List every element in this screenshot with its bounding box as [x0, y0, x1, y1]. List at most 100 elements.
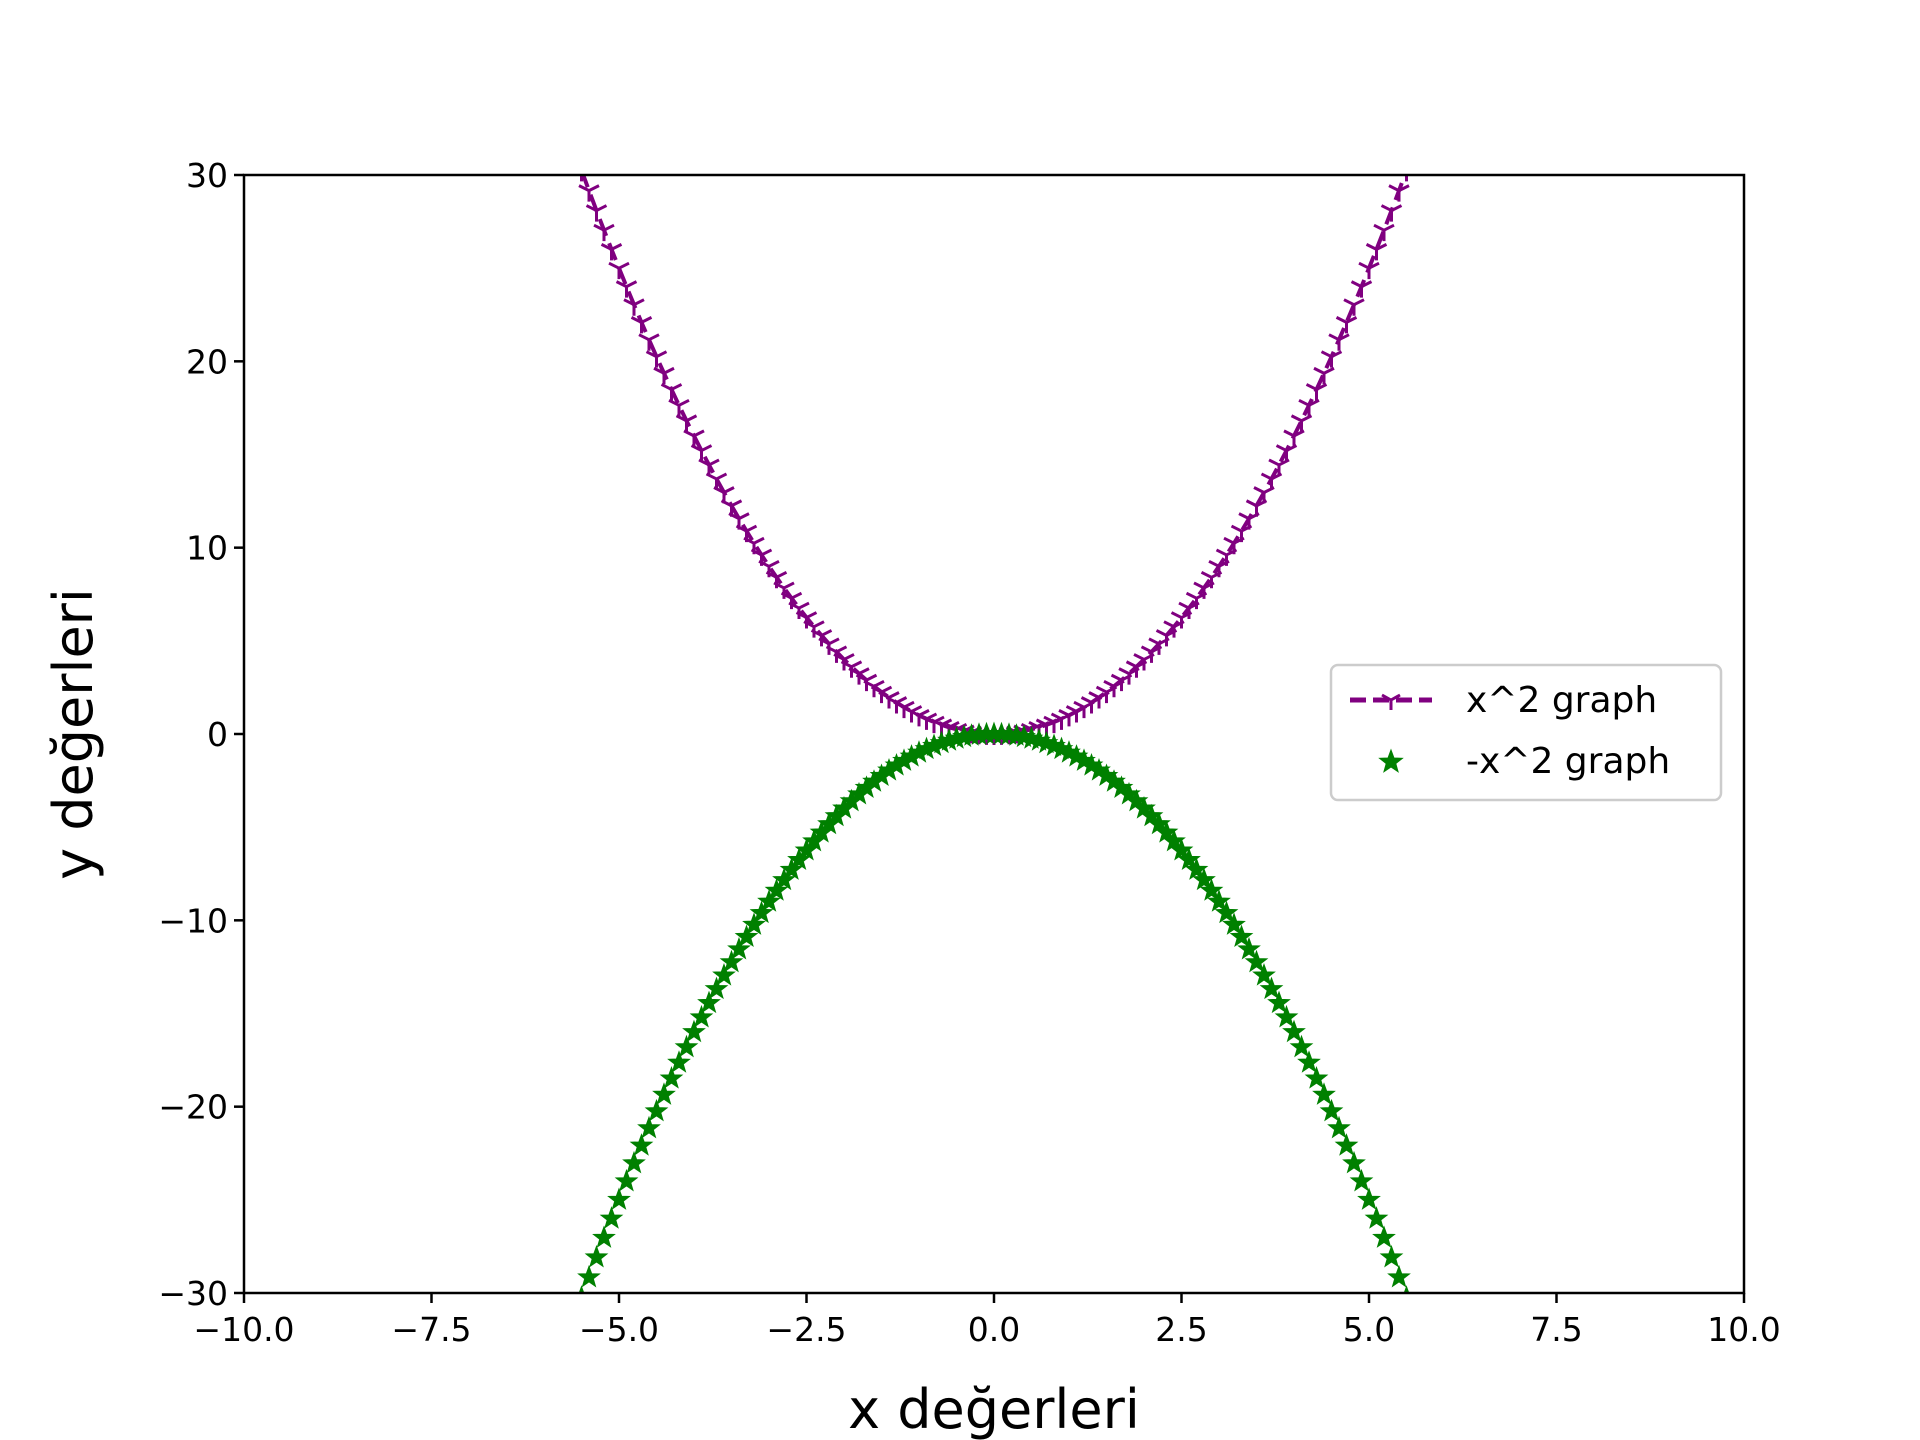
y-tick-label: 10 — [186, 529, 228, 568]
series-x2-point — [1335, 316, 1358, 334]
series-x2-point — [1305, 383, 1328, 401]
series-neg-x2-point — [607, 1187, 631, 1210]
star-marker-icon — [1378, 748, 1404, 773]
series-x2-point — [1328, 333, 1350, 351]
series-x2-point — [1290, 414, 1313, 432]
series-neg-x2-point — [584, 1244, 609, 1268]
x-tick-label: 0.0 — [968, 1310, 1020, 1349]
series-x2-point — [833, 653, 855, 671]
series-neg-x2-point — [1364, 1206, 1389, 1229]
y-tick-label: −30 — [158, 1274, 228, 1313]
series-layer — [577, 175, 1411, 1293]
series-neg-x2-point — [1259, 976, 1284, 1000]
series-x2-point — [593, 223, 615, 242]
x-tick-label: 7.5 — [1530, 1310, 1582, 1349]
y-tick-label: 30 — [186, 156, 228, 195]
series-neg-x2-point — [1267, 990, 1291, 1014]
series-x2-point — [675, 414, 698, 432]
series-neg-x2-point — [637, 1115, 661, 1139]
series-x2-point — [1343, 298, 1365, 316]
series-neg-x2-point — [1297, 1050, 1321, 1073]
series-neg-x2-point — [1214, 900, 1239, 924]
series-neg-x2-point — [1403, 1285, 1410, 1293]
series-neg-x2-point — [622, 1150, 646, 1174]
series-neg-x2-point — [1334, 1133, 1359, 1156]
series-neg-x2-point — [689, 1004, 714, 1028]
series-neg-x2-point — [1237, 936, 1261, 960]
x-tick-label: −10.0 — [193, 1310, 294, 1349]
series-neg-x2-point — [659, 1066, 684, 1089]
x-tick-label: 10.0 — [1707, 1310, 1780, 1349]
series-x2-point — [1380, 204, 1403, 222]
x-tick-label: 5.0 — [1343, 1310, 1395, 1349]
series-neg-x2-point — [652, 1082, 676, 1105]
series-neg-x2-point — [779, 857, 804, 880]
legend-entry-neg-x2: -x^2 graph — [1378, 741, 1670, 782]
legend-tri-marker-icon — [1381, 693, 1401, 710]
series-neg-x2-point — [1274, 1004, 1299, 1028]
series-x2-point — [578, 184, 600, 202]
series-x2-point — [1320, 350, 1343, 368]
series-x2-point — [630, 316, 653, 334]
series-neg-x2-point — [727, 936, 751, 960]
series-x2-point — [600, 243, 623, 261]
series-neg-x2-point — [1312, 1082, 1336, 1105]
series-neg-x2-point — [772, 867, 796, 891]
series-neg-x2-point — [697, 990, 721, 1014]
y-tick-label: 0 — [207, 715, 228, 754]
series-neg-x2-point — [577, 1264, 601, 1288]
series-neg-x2-point — [1252, 963, 1276, 986]
series-neg-x2-point — [1327, 1115, 1351, 1139]
x-axis-label: x değerleri — [848, 1378, 1140, 1440]
series-x2-point — [653, 366, 675, 385]
series-neg-x2-point — [1387, 1264, 1411, 1288]
series-x2-point — [683, 429, 705, 447]
series-x2-point — [1313, 366, 1335, 385]
series-neg-x2-point — [1222, 912, 1246, 935]
y-axis-ticks: −30 −20 −10 0 10 20 30 — [158, 156, 244, 1313]
legend-label-x2: x^2 graph — [1466, 680, 1657, 721]
series-neg-x2-point — [719, 949, 744, 973]
series-neg-x2-point — [578, 1285, 585, 1293]
series-x2-point — [623, 298, 645, 316]
series-neg-x2-point — [749, 900, 774, 924]
x-tick-label: 2.5 — [1155, 1310, 1207, 1349]
y-tick-label: −20 — [158, 1088, 228, 1127]
series-neg-x2-point — [1282, 1019, 1306, 1043]
series-neg-x2-point — [1199, 878, 1224, 901]
series-neg-x2-point — [599, 1206, 624, 1229]
series-x2-point — [638, 333, 660, 351]
series-x2-point — [615, 280, 638, 298]
series-neg-x2-point — [644, 1098, 669, 1122]
series-x2-point — [645, 350, 668, 368]
series-neg-x2-point — [1357, 1187, 1381, 1210]
series-neg-x2-point — [592, 1225, 616, 1248]
series-x2-point — [1365, 243, 1388, 261]
x-tick-label: −2.5 — [766, 1310, 846, 1349]
series-neg-x2-point — [1289, 1034, 1314, 1058]
series-neg-x2-point — [787, 847, 811, 871]
series-neg-x2-point — [1349, 1168, 1374, 1192]
series-x2-point — [608, 261, 630, 280]
series-neg-x2-point — [1192, 867, 1216, 891]
legend-entry-x2: x^2 graph — [1350, 680, 1657, 721]
series-neg-x2-point — [682, 1019, 706, 1043]
legend-label-neg-x2: -x^2 graph — [1466, 741, 1670, 782]
x-axis-ticks: −10.0 −7.5 −5.0 −2.5 0.0 2.5 5.0 7.5 10.0 — [193, 1293, 1781, 1349]
series-neg-x2-point — [764, 878, 789, 901]
series-x2-point — [1373, 223, 1395, 242]
series-neg-x2-point — [794, 837, 819, 861]
series-neg-x2-point — [674, 1034, 699, 1058]
series-neg-x2-point — [1177, 847, 1201, 871]
series-neg-x2-point — [1319, 1098, 1344, 1122]
series-x2-point — [660, 383, 683, 401]
series-neg-x2-point — [1154, 820, 1179, 843]
series-neg-x2-point — [734, 924, 759, 948]
series-neg-x2-point — [1244, 949, 1269, 973]
series-neg-x2-point — [667, 1050, 691, 1073]
series-neg-x2-point — [614, 1168, 639, 1192]
series-neg-x2-point — [704, 976, 729, 1000]
series-neg-x2-point — [1184, 857, 1209, 880]
series-x2-point — [1358, 261, 1380, 280]
